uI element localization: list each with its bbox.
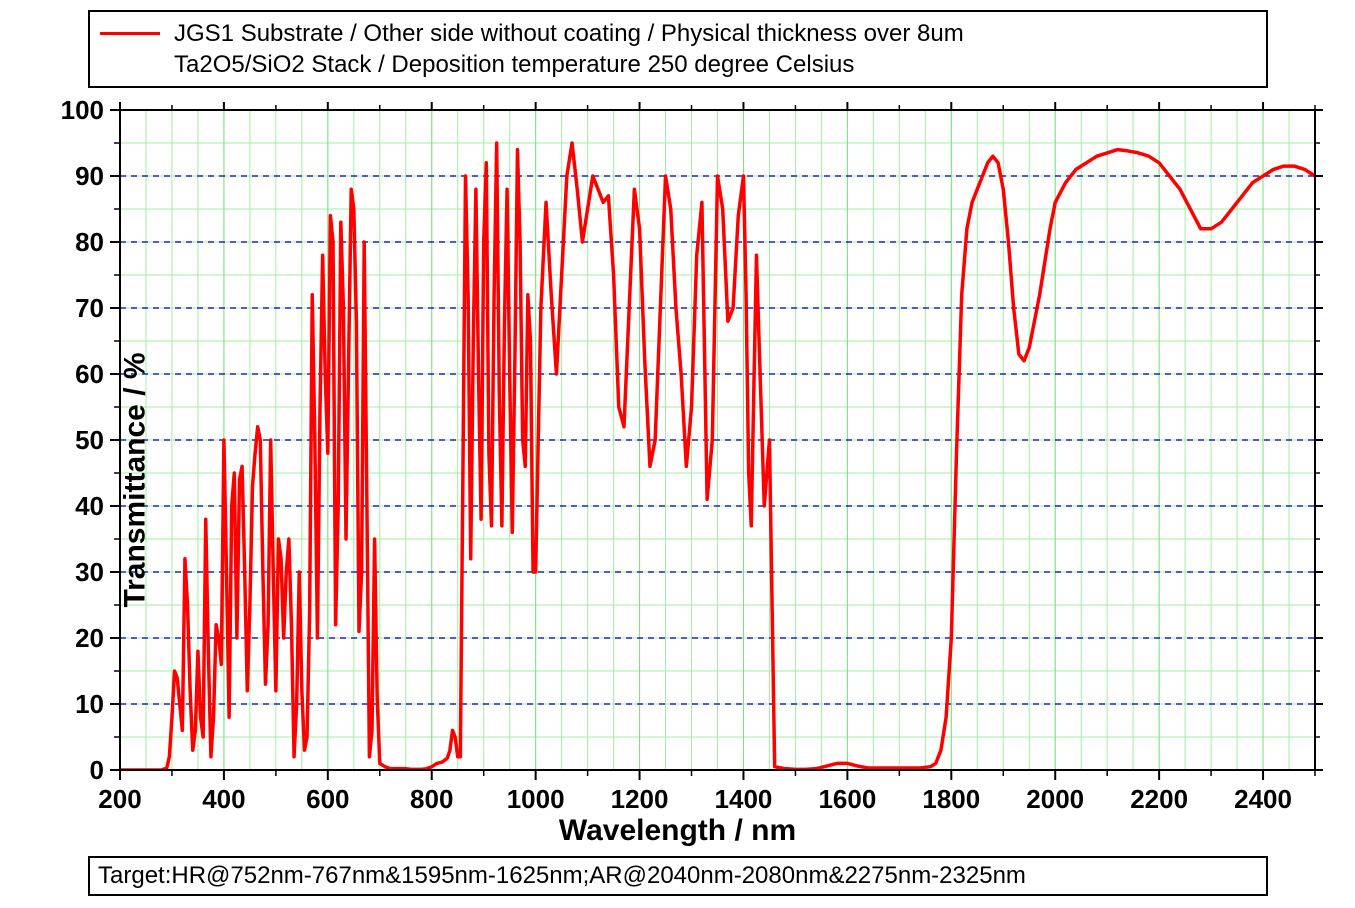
legend-line2: Ta2O5/SiO2 Stack / Deposition temperatur… bbox=[174, 49, 854, 80]
svg-text:70: 70 bbox=[75, 293, 104, 323]
svg-text:2000: 2000 bbox=[1026, 784, 1084, 814]
svg-text:800: 800 bbox=[410, 784, 453, 814]
svg-text:1600: 1600 bbox=[818, 784, 876, 814]
y-axis-label: Transmittance / % bbox=[119, 352, 153, 607]
svg-text:0: 0 bbox=[90, 755, 104, 785]
svg-text:30: 30 bbox=[75, 557, 104, 587]
svg-text:600: 600 bbox=[306, 784, 349, 814]
svg-text:50: 50 bbox=[75, 425, 104, 455]
chart-wrap: Transmittance / % Wavelength / nm 200400… bbox=[0, 100, 1355, 860]
svg-text:10: 10 bbox=[75, 689, 104, 719]
svg-text:1000: 1000 bbox=[507, 784, 565, 814]
svg-text:100: 100 bbox=[61, 100, 104, 125]
svg-text:200: 200 bbox=[98, 784, 141, 814]
legend-row-2: Ta2O5/SiO2 Stack / Deposition temperatur… bbox=[100, 49, 1256, 80]
svg-text:400: 400 bbox=[202, 784, 245, 814]
page-root: JGS1 Substrate / Other side without coat… bbox=[0, 0, 1355, 908]
svg-text:90: 90 bbox=[75, 161, 104, 191]
legend-box: JGS1 Substrate / Other side without coat… bbox=[88, 10, 1268, 88]
svg-text:1800: 1800 bbox=[922, 784, 980, 814]
svg-text:80: 80 bbox=[75, 227, 104, 257]
svg-text:2400: 2400 bbox=[1234, 784, 1292, 814]
svg-text:1200: 1200 bbox=[611, 784, 669, 814]
legend-swatch bbox=[100, 32, 160, 35]
svg-text:60: 60 bbox=[75, 359, 104, 389]
chart-svg: 2004006008001000120014001600180020002200… bbox=[0, 100, 1355, 860]
svg-text:2200: 2200 bbox=[1130, 784, 1188, 814]
footer-text: Target:HR@752nm-767nm&1595nm-1625nm;AR@2… bbox=[98, 862, 1026, 889]
legend-row-1: JGS1 Substrate / Other side without coat… bbox=[100, 18, 1256, 49]
svg-text:20: 20 bbox=[75, 623, 104, 653]
svg-text:1400: 1400 bbox=[715, 784, 773, 814]
svg-text:40: 40 bbox=[75, 491, 104, 521]
footer-box: Target:HR@752nm-767nm&1595nm-1625nm;AR@2… bbox=[88, 856, 1268, 896]
x-axis-label: Wavelength / nm bbox=[559, 814, 796, 848]
legend-line1: JGS1 Substrate / Other side without coat… bbox=[174, 18, 964, 49]
